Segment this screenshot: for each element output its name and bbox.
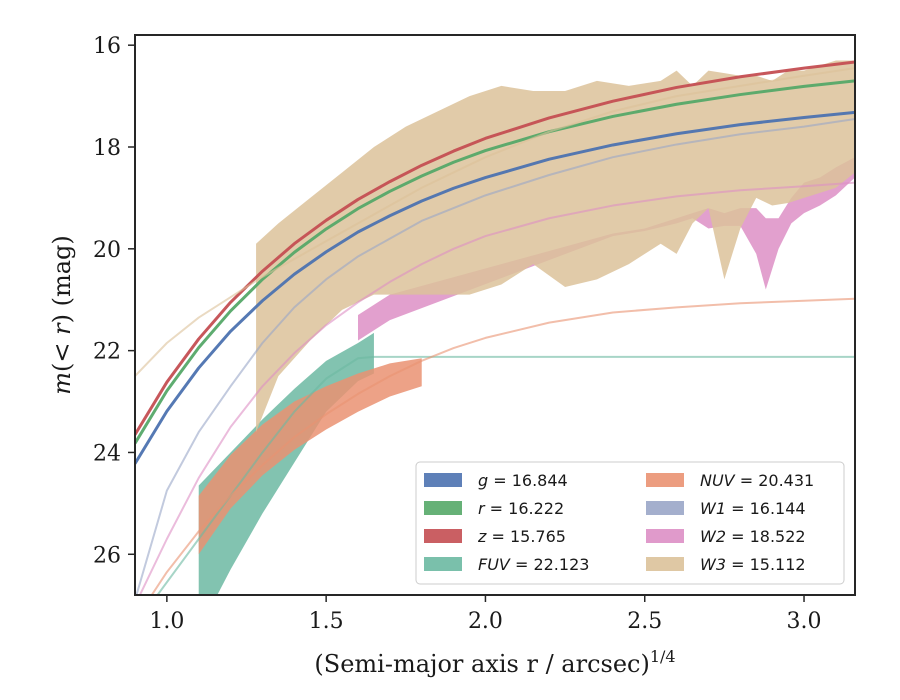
legend-label-nuv: NUV = 20.431 [700, 471, 814, 490]
x-axis-label-text: (Semi-major axis r / arcsec) [314, 650, 649, 678]
band-w2 [358, 157, 855, 341]
profile-curves [135, 60, 855, 595]
legend-swatch-w2 [646, 529, 684, 543]
curve-w1 [135, 118, 855, 595]
y-tick-label: 18 [93, 136, 121, 161]
uncertainty-bands [198, 60, 855, 595]
legend-swatch-w1 [646, 501, 684, 515]
band-w3 [256, 60, 855, 433]
curve-nuv [150, 297, 855, 595]
plot-frame [134, 34, 856, 596]
legend-label-z: z = 15.765 [477, 527, 566, 546]
x-axis-label: (Semi-major axis r / arcsec)1/4 [314, 647, 675, 678]
legend: g = 16.844 r = 16.222 z = 15.765 FUV = 22.1… [415, 461, 845, 585]
x-tick-label: 1.0 [149, 609, 184, 634]
curve-g [135, 110, 855, 465]
y-tick-label: 24 [93, 441, 121, 466]
legend-label-w2: W2 = 18.522 [700, 527, 806, 546]
y-tick-label: 16 [93, 34, 121, 59]
legend-swatch-w3 [646, 557, 684, 571]
y-axis-ticks: 16 18 20 22 24 26 [93, 34, 135, 568]
x-tick-label: 1.5 [309, 609, 344, 634]
legend-swatch-z [424, 529, 462, 543]
y-tick-label: 22 [93, 340, 121, 365]
band-nuv [198, 358, 422, 555]
legend-label-w1: W1 = 16.144 [700, 499, 806, 518]
y-axis-label-unit: (mag) [48, 235, 76, 306]
legend-label-fuv: FUV = 22.123 [478, 555, 589, 574]
curve-r [135, 79, 855, 445]
legend-label-g: g = 16.844 [478, 471, 568, 490]
legend-swatch-r [424, 501, 462, 515]
legend-box [415, 461, 845, 585]
x-axis-ticks: 1.0 1.5 2.0 2.5 3.0 [149, 595, 822, 634]
y-tick-label: 20 [93, 238, 121, 263]
y-tick-label: 26 [93, 543, 121, 568]
curve-fuv [156, 355, 855, 595]
legend-label-w3: W3 = 15.112 [700, 555, 806, 574]
curve-w2 [138, 181, 855, 595]
x-tick-label: 3.0 [787, 609, 822, 634]
y-axis-label: m(< r) (mag) [48, 235, 76, 395]
x-tick-label: 2.5 [627, 609, 662, 634]
curve-z [135, 60, 855, 436]
x-axis-label-exponent: 1/4 [650, 647, 676, 666]
x-tick-label: 2.0 [468, 609, 503, 634]
legend-swatch-nuv [646, 473, 684, 487]
legend-label-r: r = 16.222 [478, 499, 564, 518]
legend-swatch-fuv [424, 557, 462, 571]
curve-w3 [135, 67, 855, 377]
legend-swatch-g [424, 473, 462, 487]
